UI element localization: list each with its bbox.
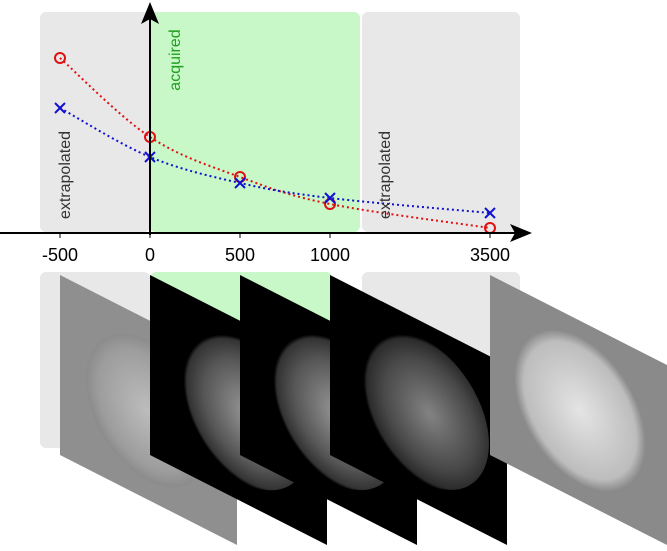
plot: -500 0 500 1000 3500 [42,52,510,265]
brain-image [514,329,646,492]
fit-curve [59,57,491,229]
brain-image [357,331,489,490]
annotation: acquired [167,29,184,90]
slice [330,275,507,545]
extrapolated-region [40,12,150,232]
point [324,192,336,204]
annotation: extrapolated [377,131,394,219]
x-tick-label: -500 [42,245,78,265]
annotation: extrapolated [57,131,74,219]
x-arrow [510,224,532,242]
point [484,207,496,219]
annotations: extrapolated acquired extrapolated [57,29,394,219]
point [54,102,66,114]
slice [490,275,667,545]
acquired-region [150,12,360,232]
x-tick-label: 500 [225,245,255,265]
axes [0,2,532,242]
image-slices [60,275,667,545]
x-tick-label: 3500 [470,245,510,265]
y-arrow [141,2,159,24]
x-tick-label: 0 [145,245,155,265]
x-tick-label: 1000 [310,245,350,265]
point [234,177,246,189]
extrapolated-region [362,12,520,232]
point [54,52,66,64]
